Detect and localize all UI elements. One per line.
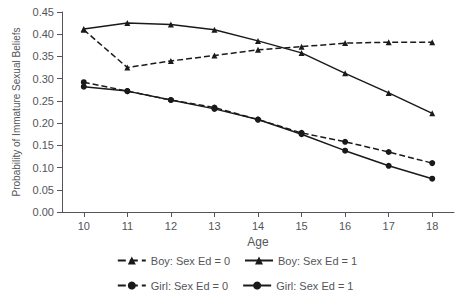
svg-text:Girl: Sex Ed = 0: Girl: Sex Ed = 0: [151, 280, 228, 292]
svg-text:0.25: 0.25: [33, 95, 54, 107]
svg-text:0.10: 0.10: [33, 162, 54, 174]
svg-text:18: 18: [426, 220, 438, 232]
svg-text:14: 14: [252, 220, 264, 232]
svg-text:0.40: 0.40: [33, 28, 54, 40]
svg-text:Girl: Sex Ed = 1: Girl: Sex Ed = 1: [276, 280, 353, 292]
svg-text:Probability of Immature Sexual: Probability of Immature Sexual Beliefs: [11, 28, 22, 197]
svg-text:16: 16: [339, 220, 351, 232]
svg-text:0.20: 0.20: [33, 117, 54, 129]
svg-text:Age: Age: [247, 235, 269, 249]
svg-text:0.00: 0.00: [33, 206, 54, 218]
svg-text:Boy: Sex Ed = 1: Boy: Sex Ed = 1: [278, 255, 357, 267]
svg-text:11: 11: [122, 220, 133, 232]
svg-text:10: 10: [78, 220, 90, 232]
svg-text:12: 12: [165, 220, 177, 232]
svg-text:0.35: 0.35: [33, 50, 54, 62]
svg-text:0.15: 0.15: [33, 139, 54, 151]
svg-text:0.30: 0.30: [33, 73, 54, 85]
svg-text:17: 17: [383, 220, 395, 232]
svg-text:0.45: 0.45: [33, 6, 54, 18]
svg-text:0.05: 0.05: [33, 184, 54, 196]
svg-text:15: 15: [295, 220, 307, 232]
svg-text:Boy: Sex Ed = 0: Boy: Sex Ed = 0: [151, 255, 230, 267]
svg-text:13: 13: [208, 220, 220, 232]
